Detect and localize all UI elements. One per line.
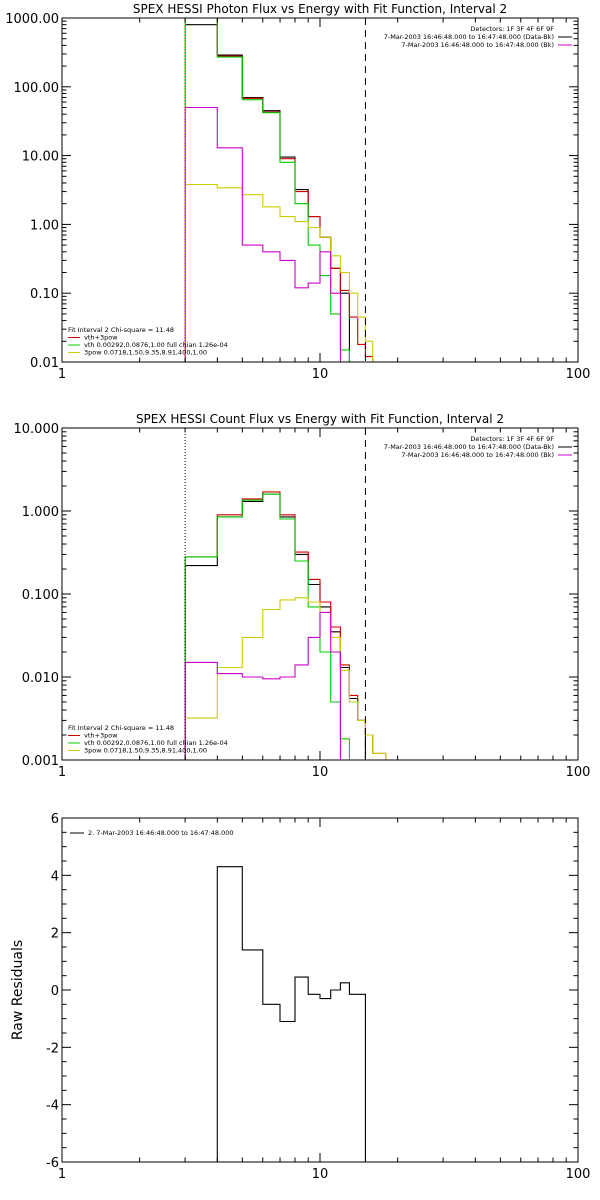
y-tick-label: -4	[46, 1099, 59, 1114]
series-bk	[184, 611, 341, 760]
x-tick-label: 1	[58, 1167, 66, 1182]
fit-legend-entry-label: vth+3pow	[84, 334, 118, 342]
legend-entry-label: 7-Mar-2003 16:46:48.000 to 16:47:48.000 …	[401, 451, 554, 459]
y-tick-label: 0.001	[22, 754, 59, 769]
fit-legend-entry-label: 3pow 0.0718,1.50,9.35,8.91,400,1.00	[84, 349, 207, 357]
x-tick-label: 1	[58, 367, 66, 382]
x-tick-label: 10	[312, 367, 329, 382]
y-axis-label: Raw Residuals	[10, 940, 26, 1040]
y-tick-label: 0	[51, 984, 59, 999]
chart-title: SPEX HESSI Photon Flux vs Energy with Fi…	[133, 2, 507, 16]
series-residuals	[185, 866, 366, 1162]
series-vth-3pow	[184, 491, 387, 760]
legend-header: Detectors: 1F 3F 4F 6F 9F	[470, 25, 554, 33]
fit-legend-header: Fit Interval 2 Chi-square = 11.48	[68, 326, 174, 334]
series-group	[184, 491, 387, 760]
x-tick-label: 100	[566, 765, 591, 780]
series-3pow	[184, 597, 387, 760]
y-tick-label: 0.010	[22, 671, 59, 686]
y-tick-label: 2	[51, 927, 59, 942]
y-tick-label: 100.00	[14, 81, 60, 96]
x-tick-label: 100	[566, 367, 591, 382]
chart-panel-2: SPEX HESSI Count Flux vs Energy with Fit…	[14, 412, 591, 780]
series-group	[185, 866, 366, 1162]
series-vth-3pow	[184, 18, 386, 362]
series-vth	[184, 18, 350, 362]
y-tick-label: -6	[46, 1156, 59, 1171]
legend-entry-label: 2. 7-Mar-2003 16:46:48.000 to 16:47:48.0…	[88, 829, 234, 837]
chart-panel-1: SPEX HESSI Photon Flux vs Energy with Fi…	[5, 2, 590, 382]
y-tick-label: 6	[51, 812, 59, 827]
fit-legend-entry-label: vth 0.00292,0.0876,1.00 full chian 1.26e…	[84, 341, 228, 349]
x-tick-label: 10	[312, 1167, 329, 1182]
fit-legend-header: Fit Interval 2 Chi-square = 11.48	[68, 724, 174, 732]
y-tick-label: 0.10	[30, 287, 59, 302]
series-data-bk	[184, 24, 350, 362]
plot-frame	[61, 817, 579, 1163]
y-tick-label: 1.000	[22, 505, 59, 520]
y-tick-label: 10.00	[22, 150, 59, 165]
fit-legend-entry-label: vth 0.00292,0.0876,1.00 full chian 1.26e…	[84, 739, 228, 747]
legend-header: Detectors: 1F 3F 4F 6F 9F	[470, 435, 554, 443]
legend-entry-label: 7-Mar-2003 16:46:48.000 to 16:47:48.000 …	[384, 33, 554, 41]
x-tick-label: 10	[312, 765, 329, 780]
y-tick-label: 1.00	[30, 218, 59, 233]
y-tick-label: 0.100	[22, 588, 59, 603]
fit-legend-entry-label: 3pow 0.0718,1.50,9.35,8.91,400,1.00	[84, 747, 207, 755]
y-tick-label: 0.01	[30, 356, 59, 371]
x-tick-label: 1	[58, 765, 66, 780]
y-tick-label: 4	[51, 869, 59, 884]
y-tick-label: 10.000	[14, 422, 60, 437]
series-vth	[184, 493, 350, 760]
chart-title: SPEX HESSI Count Flux vs Energy with Fit…	[136, 412, 504, 426]
chart-panel-3: Raw Residuals 1 10 100 -6 -4 -2 0 2 4 6 2. 7-Mar-20…	[10, 812, 590, 1182]
series-group	[184, 18, 386, 362]
fit-legend-entry-label: vth+3pow	[84, 732, 118, 740]
series-3pow	[184, 183, 386, 362]
y-tick-label: -2	[46, 1041, 59, 1056]
series-bk	[184, 106, 341, 362]
y-tick-label: 1000.00	[5, 12, 59, 27]
legend-entry-label: 7-Mar-2003 16:46:48.000 to 16:47:48.000 …	[401, 41, 554, 49]
legend-entry-label: 7-Mar-2003 16:46:48.000 to 16:47:48.000 …	[384, 443, 554, 451]
plot-frame	[61, 17, 579, 363]
x-tick-label: 100	[566, 1167, 591, 1182]
